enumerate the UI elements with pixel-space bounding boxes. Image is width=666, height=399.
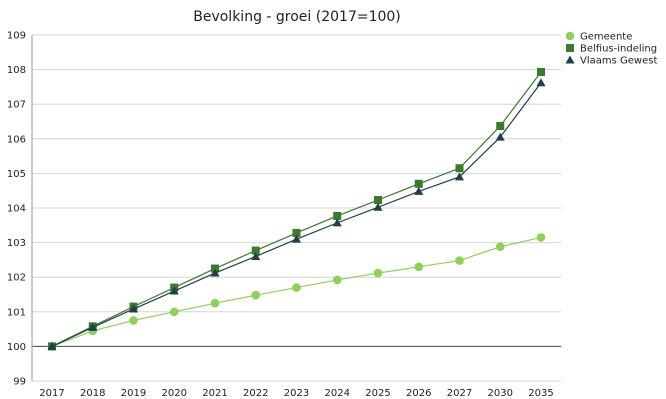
y-tick-label: 105 [7, 169, 26, 180]
data-point [129, 316, 138, 325]
legend-label: Belfius-indeling [580, 44, 657, 55]
data-point [495, 242, 505, 252]
legend-marker-triangle [565, 55, 575, 64]
data-point [374, 196, 382, 205]
grid-lines [32, 34, 561, 382]
data-point [292, 234, 301, 243]
series-circle [47, 233, 546, 351]
data-point [169, 307, 179, 317]
x-tick-label: 2022 [243, 388, 268, 399]
data-point [496, 121, 505, 130]
series-square [48, 68, 545, 351]
data-point [536, 233, 546, 242]
y-tick-label: 107 [7, 100, 26, 111]
x-tick-label: 2017 [39, 388, 64, 399]
x-tick-label: 2035 [528, 388, 553, 399]
legend-label: Gemeente [580, 32, 632, 43]
x-tick-label: 2020 [162, 388, 187, 399]
data-point [536, 78, 546, 87]
data-point [455, 172, 464, 181]
x-tick-label: 2019 [121, 388, 146, 399]
series-triangle [47, 78, 546, 350]
data-point [210, 268, 220, 277]
y-tick-label: 103 [7, 238, 26, 249]
legend-marker-square [566, 44, 574, 52]
x-axis-ticks: 2017 2018 2019 2020 2021 2022 2023 2024 2025 2026… [39, 388, 553, 399]
data-point [373, 268, 383, 278]
series-line [51, 82, 542, 347]
y-tick-label: 106 [7, 134, 26, 145]
data-point [537, 68, 545, 77]
y-tick-label: 108 [7, 65, 26, 76]
data-point [455, 256, 464, 265]
y-tick-label: 101 [7, 307, 26, 318]
data-point [251, 246, 260, 255]
series-line [51, 71, 542, 347]
x-tick-label: 2026 [406, 388, 431, 399]
data-point [333, 211, 342, 220]
data-point [88, 322, 98, 331]
legend-label: Vlaams Gewest [580, 56, 657, 67]
data-point [129, 304, 138, 313]
y-tick-label: 99 [13, 377, 26, 388]
data-point [332, 218, 342, 227]
data-point [169, 286, 179, 295]
x-tick-label: 2018 [80, 388, 105, 399]
data-point [495, 132, 505, 141]
data-point [414, 179, 423, 188]
data-point [332, 275, 342, 285]
y-tick-label: 109 [7, 31, 26, 42]
y-axis-ticks: 99 100 101 102 103 104 105 106 107 108 109 [7, 31, 26, 388]
data-point [455, 164, 464, 173]
data-point [414, 186, 424, 195]
legend-marker-circle [565, 31, 575, 41]
x-tick-label: 2030 [488, 388, 513, 399]
data-point [251, 251, 261, 260]
x-tick-label: 2023 [284, 388, 309, 399]
data-point [47, 341, 57, 350]
series-line [51, 236, 542, 347]
chart-title: Bevolking - groei (2017=100) [193, 9, 401, 25]
x-tick-label: 2024 [325, 388, 350, 399]
data-point [251, 290, 261, 300]
x-tick-label: 2027 [447, 388, 472, 399]
x-tick-label: 2021 [202, 388, 227, 399]
y-tick-label: 104 [7, 204, 26, 215]
data-point [292, 283, 301, 292]
series-layer [47, 68, 546, 351]
data-point [210, 298, 220, 308]
data-point [373, 202, 383, 211]
y-tick-label: 100 [7, 342, 26, 353]
y-tick-label: 102 [7, 273, 26, 284]
x-tick-label: 2025 [365, 388, 390, 399]
data-point [414, 262, 424, 272]
data-point [292, 228, 301, 237]
